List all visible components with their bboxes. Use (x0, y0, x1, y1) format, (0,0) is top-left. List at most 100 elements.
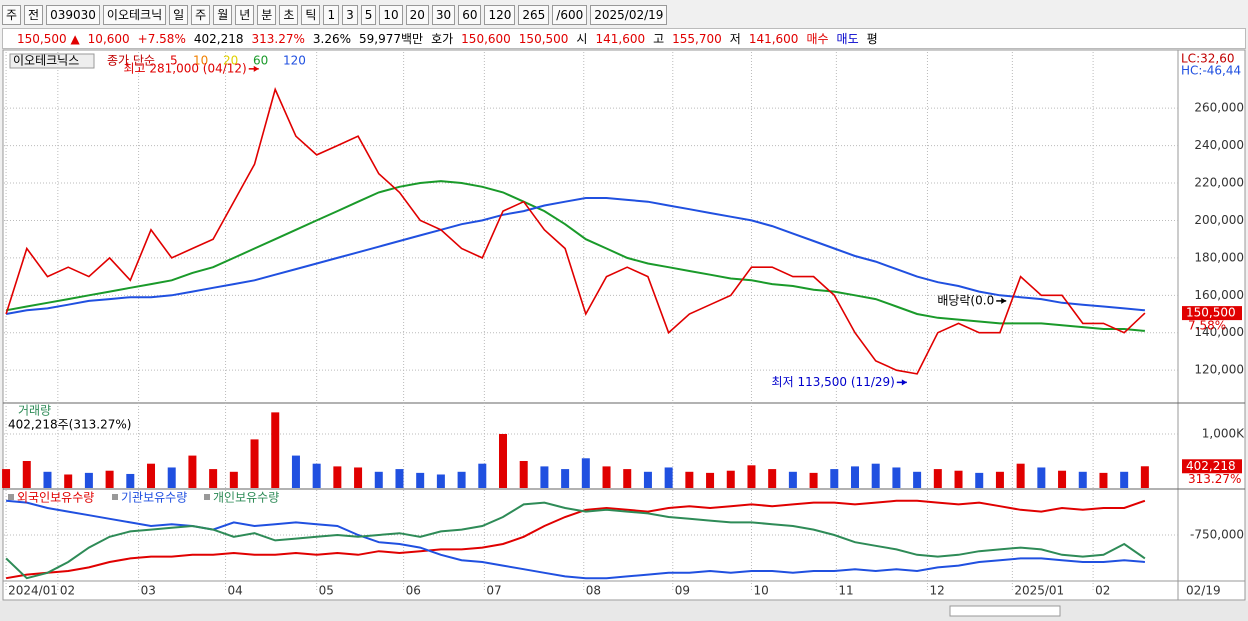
quote-field[interactable]: 3.26% (312, 31, 351, 46)
last-price-box (1182, 306, 1242, 321)
last-volume-label: 402,218 (1186, 459, 1236, 473)
x-tick-label: 02 (60, 584, 75, 598)
toolbar-button[interactable]: 틱 (301, 5, 321, 25)
quote-field[interactable]: 호가 (431, 32, 454, 46)
quote-field[interactable]: 141,600 (748, 31, 799, 46)
x-tick-label: 2024/01 (8, 584, 58, 598)
bar (933, 469, 942, 488)
legend-item: 개인보유수량 (213, 491, 279, 505)
quote-field[interactable]: 시 (576, 32, 588, 46)
chart-title: 이오테크닉스 (13, 54, 79, 68)
bar (809, 472, 818, 488)
bar (664, 467, 673, 488)
bar (1058, 470, 1067, 488)
bar (913, 471, 922, 488)
toolbar-button[interactable]: 3 (342, 5, 358, 25)
x-tick-label: 09 (675, 584, 690, 598)
legend-item: 20 (223, 54, 238, 68)
bar (871, 463, 880, 488)
quote-field[interactable]: 59,977백만 (359, 32, 424, 46)
quote-field[interactable]: 150,600 (461, 31, 511, 46)
toolbar-button[interactable]: 2025/02/19 (590, 5, 668, 25)
toolbar-button[interactable]: 분 (257, 5, 277, 25)
legend-swatch (204, 494, 210, 500)
quote-field[interactable]: 10,600 (87, 31, 130, 46)
toolbar-button[interactable]: 년 (235, 5, 255, 25)
bar (830, 469, 839, 488)
annotation-label: 최고 281,000 (04/12) (123, 61, 246, 75)
y-tick-label: 260,000 (1194, 101, 1244, 115)
toolbar-button[interactable]: 265 (518, 5, 550, 25)
quote-field[interactable]: 313.27% (251, 31, 305, 46)
y-tick-label: -750,000 (1190, 528, 1244, 542)
toolbar-button[interactable]: 60 (458, 5, 482, 25)
toolbar-button[interactable]: 20 (405, 5, 429, 25)
bar (126, 473, 135, 488)
toolbar-button[interactable]: 초 (279, 5, 299, 25)
bar (706, 472, 715, 488)
scroll-bar[interactable] (0, 601, 1248, 621)
bar (416, 472, 425, 488)
legend-item: 60 (253, 54, 268, 68)
x-tick-label: 02 (1095, 584, 1110, 598)
bar (22, 460, 31, 488)
quote-bar: 150,500 ▲ 10,600 +7.58% 402,218 313.27% 3.26%… (2, 28, 1246, 49)
series-line (5, 87, 1146, 375)
bar (643, 471, 652, 488)
y-tick-label: 180,000 (1194, 250, 1244, 264)
scroll-track[interactable] (949, 605, 1061, 617)
toolbar-button[interactable]: 전 (24, 5, 44, 25)
y-tick-label: 160,000 (1194, 288, 1244, 302)
quote-field[interactable]: 141,600 (595, 31, 646, 46)
bar (768, 469, 777, 488)
toolbar-button[interactable]: 120 (484, 5, 516, 25)
bar (167, 467, 176, 488)
quote-field[interactable]: 매도 (836, 32, 859, 46)
toolbar-button[interactable]: 월 (213, 5, 233, 25)
toolbar-button[interactable]: 10 (379, 5, 403, 25)
title-box (9, 53, 95, 69)
legend-swatch (112, 494, 118, 500)
toolbar-button[interactable]: 30 (431, 5, 456, 25)
toolbar-button[interactable]: 5 (360, 5, 377, 25)
x-tick-label: 10 (753, 584, 768, 598)
legend-item: 기관보유수량 (121, 491, 187, 505)
quote-field[interactable]: 평 (866, 32, 878, 46)
toolbar-button[interactable]: 주 (191, 5, 211, 25)
volume-title: 거래량 (18, 404, 51, 418)
toolbar-button[interactable]: 1 (323, 5, 340, 25)
annotation-head (1001, 297, 1007, 304)
quote-field[interactable]: +7.58% (137, 31, 186, 46)
bar (726, 470, 735, 488)
bar (209, 469, 218, 488)
bar (64, 474, 73, 488)
quote-field[interactable]: 매수 (806, 32, 829, 46)
bar (788, 471, 797, 488)
series-line (5, 180, 1145, 332)
quote-field[interactable]: 고 (653, 32, 665, 46)
bar (478, 463, 487, 488)
bar (271, 412, 280, 488)
toolbar-button[interactable]: 주 (2, 5, 22, 25)
bar (436, 474, 445, 488)
quote-field[interactable]: 155,700 (672, 31, 722, 46)
bar (747, 465, 756, 488)
bar (995, 471, 1004, 488)
bar (43, 471, 52, 488)
toolbar-button[interactable]: 039030 (46, 5, 100, 25)
quote-field[interactable]: 저 (729, 32, 741, 46)
bar (374, 471, 383, 488)
quote-field[interactable]: 402,218 (193, 31, 244, 46)
y-tick-label: 1,000K (1202, 426, 1245, 440)
toolbar-button[interactable]: /600 (552, 5, 588, 25)
toolbar-button[interactable]: 일 (169, 5, 189, 25)
last-volume-ratio: 313.27% (1188, 472, 1241, 486)
x-tick-label: 07 (486, 584, 501, 598)
quote-field[interactable]: 150,500 (518, 31, 569, 46)
quote-field[interactable]: 150,500 ▲ (17, 31, 80, 46)
annotation-label: 최저 113,500 (11/29) (772, 375, 895, 389)
bar (354, 467, 363, 488)
toolbar-button[interactable]: 이오테크닉 (102, 5, 167, 25)
legend-item: 5 (170, 54, 178, 68)
bar (291, 455, 300, 488)
